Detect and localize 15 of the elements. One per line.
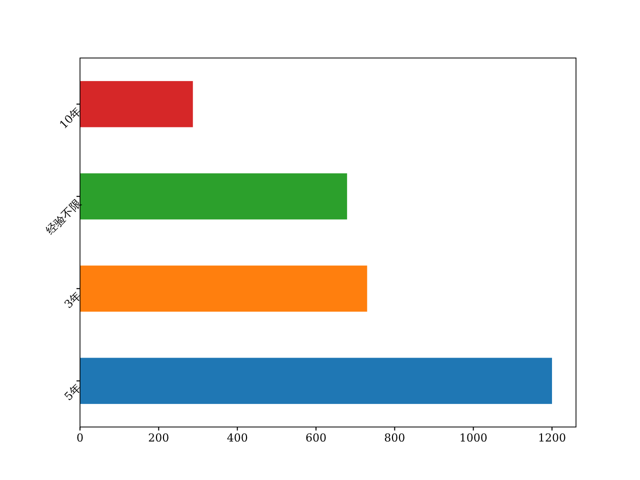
x-tick-label: 1200 (538, 431, 566, 444)
y-tick-label: 3年 (62, 289, 84, 312)
y-tick-label: 10年 (57, 104, 84, 132)
bar (80, 358, 552, 404)
y-tick-label: 经验不限 (44, 196, 84, 238)
y-tick-label: 5年 (62, 381, 84, 404)
x-tick-label: 0 (76, 431, 84, 444)
x-tick-label: 400 (226, 431, 248, 444)
bar (80, 266, 368, 312)
bar (80, 81, 193, 128)
x-tick-label: 800 (384, 431, 406, 444)
bar (80, 173, 348, 220)
x-tick-label: 200 (148, 431, 170, 444)
x-tick-label: 1000 (459, 431, 488, 444)
x-tick-label: 600 (306, 431, 327, 444)
